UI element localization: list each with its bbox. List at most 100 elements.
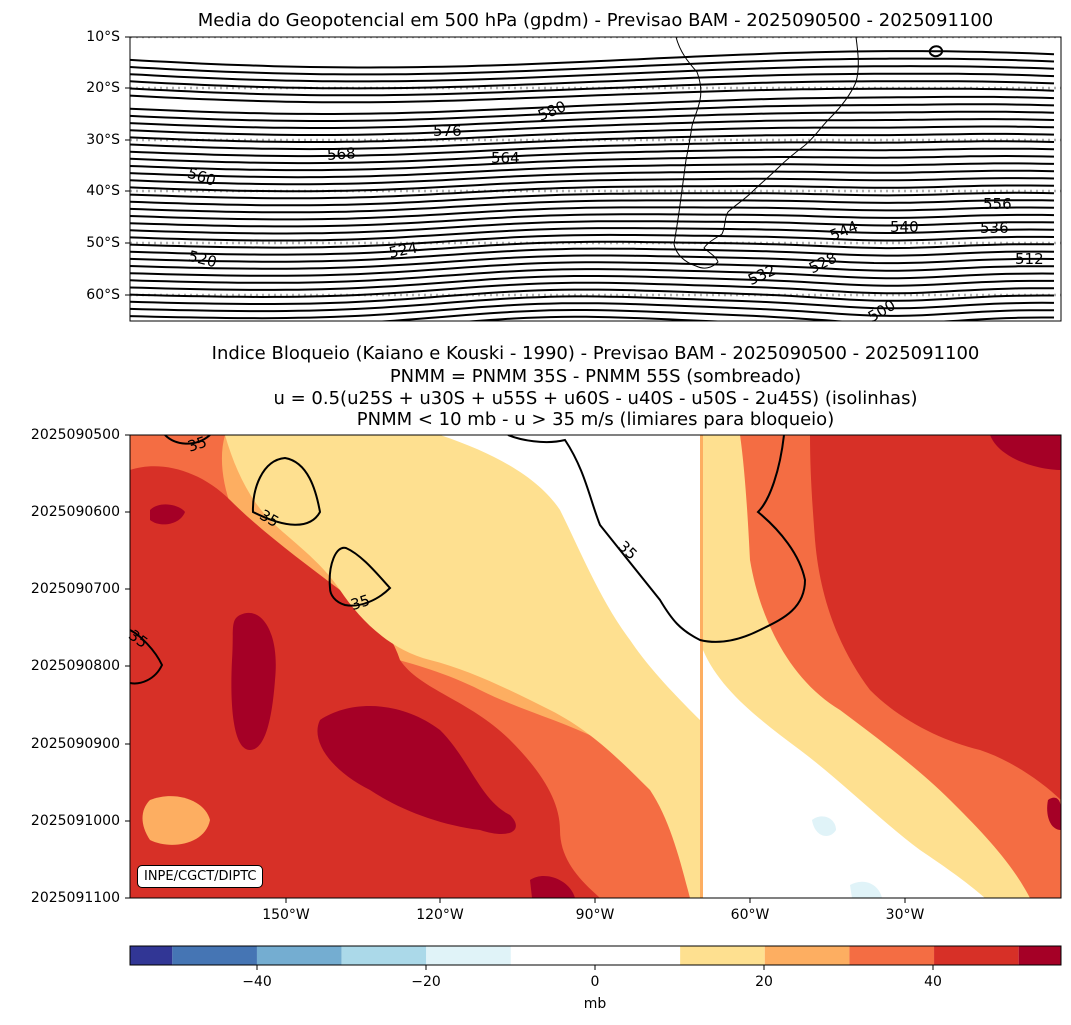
pnmm-shading: [130, 435, 1061, 898]
geopotential-contour-line: [130, 154, 1055, 172]
lat-tick-50s: 50°S: [86, 235, 120, 251]
geopotential-contour-line: [130, 184, 1055, 200]
time-tick-4: 2025090900: [30, 736, 120, 752]
u35-label-1: 35: [185, 433, 209, 456]
lon-tick-60w: 60°W: [730, 907, 770, 923]
geopotential-contour-line: [130, 125, 1055, 143]
geopotential-contour-line: [130, 72, 1055, 90]
geopotential-contour-line: [130, 147, 1055, 165]
colorbar-tick-0: 0: [590, 974, 600, 990]
colorbar-tick-40: 40: [924, 974, 942, 990]
isoline-35-loop-a: [251, 456, 322, 526]
time-tick-0: 2025090500: [30, 427, 120, 443]
colorbar-segment-3: [341, 946, 427, 965]
geopotential-map: 580 576 568 564 560 556 544 540 536 532 …: [125, 36, 1062, 326]
colorbar-tick-minus40: −40: [242, 974, 272, 990]
top-panel-title: Media do Geopotencial em 500 hPa (gpdm) …: [197, 10, 994, 31]
lon-tick-90w: 90°W: [575, 907, 615, 923]
geopotential-contour-line: [373, 309, 1054, 321]
geopotential-contour-line: [130, 57, 1055, 76]
bottom-title-line-3: u = 0.5(u25S + u30S + u55S + u60S - u40S…: [273, 388, 918, 409]
credit-badge: INPE/CGCT/DIPTC: [137, 865, 264, 888]
u35-isolines: [130, 435, 807, 685]
geopotential-contour-line: [130, 227, 1055, 242]
time-tick-1: 2025090600: [30, 504, 120, 520]
contour-label-512: 512: [1015, 250, 1044, 268]
geopotential-contour-line: [130, 177, 1055, 193]
lat-tick-10s: 10°S: [86, 29, 120, 45]
lon-tick-120w: 120°W: [416, 907, 464, 923]
colorbar-tick-20: 20: [755, 974, 773, 990]
geopotential-contour-line: [130, 80, 1055, 97]
top-ytick-marks: [125, 36, 130, 296]
geopotential-contour-line: [130, 95, 1055, 115]
region-gt-50-d: [530, 876, 575, 898]
region-20-30-patch: [142, 796, 210, 845]
isoline-35-loop-b: [328, 546, 392, 607]
colorbar-segment-6: [680, 946, 765, 965]
geopotential-contour-line: [130, 240, 1055, 256]
contour-label-564: 564: [491, 149, 520, 167]
colorbar-segment-1: [172, 946, 257, 965]
south-america-coastline: [673, 37, 859, 269]
geopotential-contour-line: [130, 110, 1055, 129]
lon-tick-30w: 30°W: [885, 907, 925, 923]
time-tick-6: 2025091100: [30, 890, 120, 906]
region-40-50-right: [810, 435, 1061, 800]
region-gt-50-e: [990, 435, 1061, 470]
u35-label-3: 35: [348, 591, 372, 614]
isoline-35-topleft: [164, 435, 211, 445]
region-gt-50-a: [317, 706, 516, 835]
geopotential-contour-line: [130, 140, 1055, 158]
geopotential-contour-line: [130, 132, 1055, 151]
region-near-zero: [440, 435, 700, 720]
geopotential-contour-line: [130, 103, 1055, 122]
bottom-title-line-2: PNMM = PNMM 35S - PNMM 55S (sombreado): [389, 366, 802, 387]
isoline-35-center: [507, 435, 807, 643]
region-gt-50-b: [231, 612, 276, 750]
geopotential-contour-line: [130, 268, 1055, 284]
lat-tick-30s: 30°S: [86, 132, 120, 148]
geopotential-contour-line: [130, 254, 1055, 270]
geopotential-contour-line: [130, 206, 1055, 221]
colorbar-tick-marks: [256, 965, 934, 970]
colorbar-segment-10: [1018, 946, 1061, 965]
contour-label-536: 536: [980, 219, 1009, 237]
contour-label-576: 576: [433, 122, 462, 140]
geopotential-contour-line: [463, 315, 729, 321]
contour-label-568: 568: [326, 144, 356, 164]
blocking-index-heatmap: 35 35 35 35 35: [125, 433, 1062, 903]
geopotential-contour-line: [130, 288, 1054, 305]
geopotential-contour-line: [130, 247, 1055, 263]
lat-tick-40s: 40°S: [86, 183, 120, 199]
colorbar-segment-2: [256, 946, 342, 965]
region-minus10-0-b: [850, 881, 882, 898]
colorbar-segment-9: [934, 946, 1019, 965]
contour-label-540: 540: [890, 218, 919, 236]
colorbar: [129, 945, 1062, 970]
geopotential-contour-line: [130, 65, 1055, 83]
geopotential-contour-line: [130, 213, 1055, 228]
region-gt-50-f: [1047, 797, 1061, 830]
region-gt-50-c: [150, 504, 185, 525]
geopotential-contour-line: [130, 295, 1055, 313]
time-tick-3: 2025090800: [30, 658, 120, 674]
lat-tick-20s: 20°S: [86, 80, 120, 96]
contour-label-524: 524: [387, 238, 419, 262]
bottom-tick-marks: [125, 434, 906, 903]
lon-tick-150w: 150°W: [262, 907, 310, 923]
geopotential-contour-line: [130, 261, 1055, 277]
region-near-zero-right: [703, 650, 985, 898]
bottom-title-line-4: PNMM < 10 mb - u > 35 m/s (limiares para…: [356, 409, 835, 430]
geopotential-contour-line: [130, 50, 1055, 69]
isoline-35-left-edge: [130, 629, 164, 685]
lat-tick-60s: 60°S: [86, 287, 120, 303]
colorbar-segment-4: [426, 946, 511, 965]
closed-contour-ring: [928, 45, 944, 58]
geopotential-contours: [130, 50, 1055, 321]
colorbar-segment-7: [764, 946, 850, 965]
colorbar-segment-8: [849, 946, 935, 965]
geopotential-contour-line: [130, 302, 1054, 320]
geopotential-contour-line: [130, 233, 1055, 249]
colorbar-tick-minus20: −20: [411, 974, 441, 990]
